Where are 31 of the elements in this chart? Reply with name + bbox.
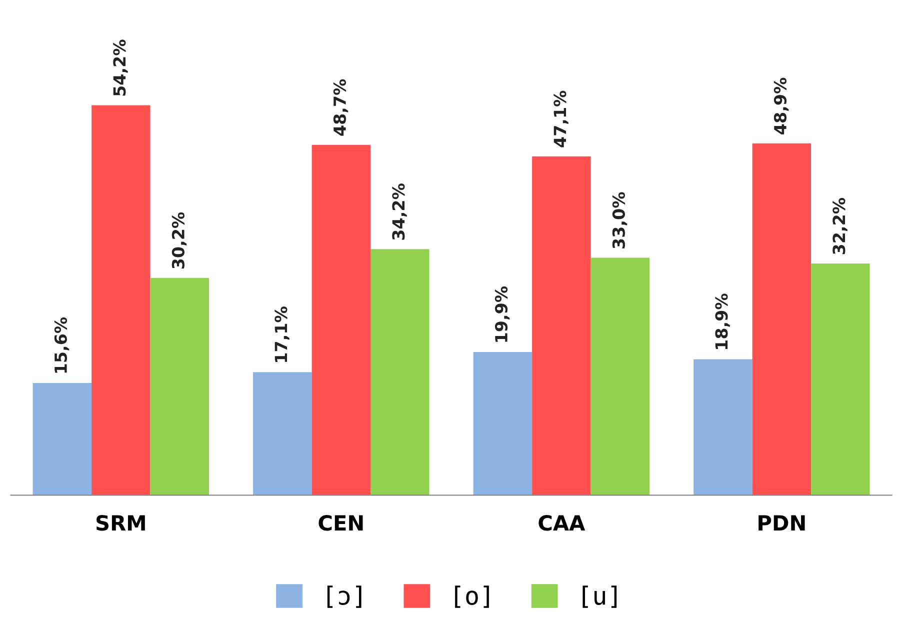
bar [590,258,650,496]
data-label: 48,9% [774,78,789,134]
data-label: 18,9% [715,294,730,350]
bar [92,105,150,496]
data-label: 17,1% [274,306,290,362]
data-label: 48,7% [333,79,348,136]
data-label: 54,2% [113,40,128,96]
legend-label: [u] [582,586,617,608]
data-label: 30,2% [172,212,187,268]
x-tick-label: CEN [318,515,363,531]
data-label: 15,6% [54,317,70,373]
x-tick-label: CAA [538,515,586,531]
data-label: 34,2% [392,184,407,240]
x-tick-label: PDN [758,515,805,530]
bar [312,144,371,496]
data-label: 32,2% [832,198,848,254]
data-label: 33,0% [612,192,628,248]
data-label: 47,1% [554,90,568,148]
x-tick-label: SRM [96,515,145,531]
bar [150,278,210,496]
data-label: 19,9% [494,286,510,342]
legend-label: [o] [455,586,489,608]
bar [752,143,812,496]
bar [370,249,430,496]
bar [694,359,752,496]
legend-label: [ɔ] [327,586,362,608]
bar [32,382,92,496]
bar [473,352,532,496]
bar [811,264,870,496]
bar [532,156,591,496]
bar [253,372,312,496]
